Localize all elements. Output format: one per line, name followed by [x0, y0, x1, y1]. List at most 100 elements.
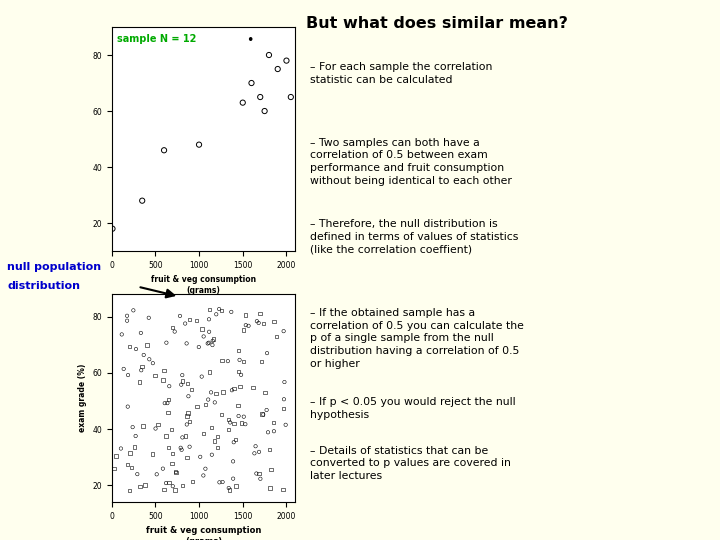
- Point: [122, 460, 133, 469]
- Point: [250, 442, 261, 450]
- Point: [264, 484, 276, 492]
- Point: [238, 357, 249, 366]
- Point: [215, 410, 227, 419]
- Point: [251, 469, 262, 478]
- FancyArrowPatch shape: [140, 287, 174, 298]
- Text: sample N = 12: sample N = 12: [117, 33, 197, 44]
- Point: [204, 305, 215, 314]
- Point: [285, 93, 297, 102]
- Point: [202, 339, 213, 348]
- Point: [127, 306, 139, 315]
- Point: [167, 482, 179, 490]
- Point: [222, 426, 234, 434]
- Point: [176, 376, 188, 385]
- Point: [176, 433, 188, 442]
- Point: [169, 485, 181, 494]
- Point: [213, 305, 225, 313]
- Point: [192, 402, 203, 410]
- Point: [157, 464, 168, 473]
- Point: [237, 98, 248, 107]
- Point: [143, 314, 155, 322]
- Point: [138, 422, 149, 430]
- Point: [184, 442, 195, 451]
- Point: [170, 468, 181, 476]
- Point: [209, 398, 220, 407]
- Point: [167, 449, 179, 457]
- Point: [181, 411, 193, 420]
- Point: [139, 481, 150, 489]
- Point: [181, 420, 192, 429]
- Point: [223, 485, 235, 494]
- Point: [233, 411, 244, 420]
- Point: [124, 449, 135, 457]
- Point: [278, 327, 289, 335]
- Text: null population: null population: [7, 262, 102, 272]
- Text: – Details of statistics that can be
converted to p values are covered in
later l: – Details of statistics that can be conv…: [310, 446, 510, 481]
- Point: [268, 418, 279, 427]
- Point: [234, 355, 246, 364]
- Point: [216, 306, 228, 315]
- Point: [216, 356, 228, 364]
- Text: •: •: [246, 33, 253, 47]
- Point: [264, 446, 275, 454]
- Point: [268, 318, 279, 326]
- Point: [124, 486, 135, 495]
- Point: [226, 386, 238, 395]
- Point: [134, 482, 145, 491]
- Y-axis label: exam grade (%): exam grade (%): [78, 364, 86, 433]
- Point: [163, 443, 174, 452]
- Point: [115, 444, 127, 453]
- Point: [197, 471, 209, 480]
- Point: [258, 319, 269, 328]
- Point: [176, 446, 187, 454]
- Point: [128, 442, 140, 451]
- Point: [181, 454, 193, 462]
- Point: [161, 479, 172, 488]
- Point: [256, 357, 267, 366]
- Point: [247, 383, 258, 391]
- Point: [207, 336, 218, 345]
- Point: [268, 427, 279, 436]
- Point: [158, 146, 170, 154]
- Point: [251, 317, 263, 326]
- Point: [225, 418, 236, 427]
- Point: [122, 402, 133, 411]
- Point: [264, 51, 275, 59]
- Point: [176, 481, 188, 490]
- Point: [204, 368, 215, 376]
- Point: [157, 376, 168, 384]
- Point: [127, 423, 138, 431]
- Point: [132, 470, 143, 478]
- Point: [124, 342, 135, 350]
- Point: [184, 417, 195, 426]
- Point: [202, 395, 214, 404]
- Point: [136, 197, 148, 205]
- Point: [163, 382, 175, 390]
- Point: [107, 224, 118, 233]
- Point: [236, 418, 248, 427]
- Point: [130, 345, 142, 353]
- Point: [254, 309, 266, 318]
- Text: – Therefore, the null distribution is
defined in terms of values of statistics
(: – Therefore, the null distribution is de…: [310, 219, 518, 254]
- X-axis label: fruit & veg consumption
(grams): fruit & veg consumption (grams): [150, 275, 256, 295]
- Point: [259, 388, 271, 397]
- Point: [214, 478, 225, 487]
- Point: [152, 420, 163, 429]
- Point: [255, 475, 266, 483]
- Point: [272, 65, 284, 73]
- Point: [261, 406, 272, 414]
- Point: [193, 343, 204, 352]
- Point: [197, 429, 209, 438]
- Point: [186, 477, 198, 486]
- Point: [135, 329, 147, 338]
- Point: [235, 370, 247, 379]
- Point: [212, 432, 223, 441]
- Point: [203, 339, 215, 347]
- Point: [161, 432, 172, 441]
- Point: [278, 404, 289, 413]
- Point: [180, 431, 192, 440]
- Point: [174, 312, 186, 320]
- Point: [130, 431, 141, 440]
- Point: [207, 341, 218, 349]
- Point: [225, 308, 237, 316]
